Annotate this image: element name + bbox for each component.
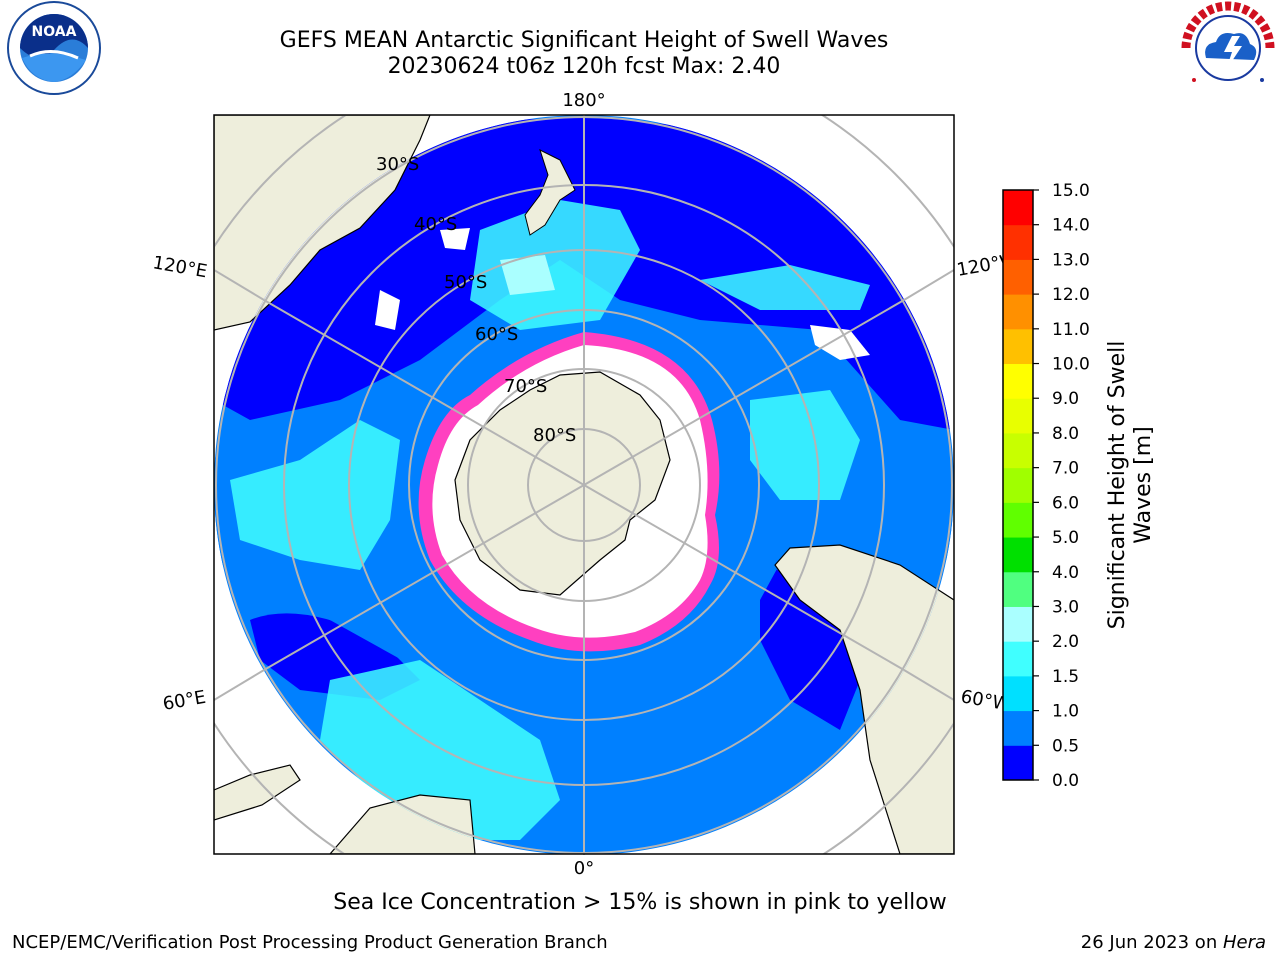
svg-text:NOAA: NOAA (32, 24, 77, 40)
lon-label-bottom: 0° (574, 858, 594, 879)
colorbar-tick-label: 6.0 (1052, 493, 1079, 513)
colorbar-tick-label: 0.5 (1052, 736, 1079, 756)
lon-label-left-lower: 60°E (161, 687, 207, 715)
colorbar-tick-label: 0.0 (1052, 771, 1079, 791)
colorbar-tick-label: 1.5 (1052, 667, 1079, 687)
colorbar: 0.0 0.5 1.0 1.5 2.0 3.0 4.0 5.0 6.0 7.0 8.0 9.0 10.0… (1002, 181, 1090, 791)
colorbar-segment (1003, 571, 1033, 607)
colorbar-segment (1003, 328, 1033, 365)
lat-label-30s: 30°S (376, 154, 419, 175)
lat-label-70s: 70°S (504, 376, 547, 397)
lon-label-top: 180° (562, 90, 605, 111)
graticule (214, 115, 954, 855)
antarctica-land (454, 371, 671, 596)
colorbar-segment (1003, 537, 1033, 573)
new-zealand-land (524, 149, 576, 236)
footer-date: 26 Jun 2023 on Hera (1081, 932, 1266, 953)
swell-lighter-north (500, 255, 555, 295)
colorbar-segment (1003, 502, 1033, 538)
colorbar-tick-label: 2.0 (1052, 632, 1079, 652)
noaa-logo: NOAA (7, 1, 101, 95)
colorbar-segment (1003, 606, 1033, 642)
colorbar-segment (1003, 363, 1033, 399)
colorbar-segment (1003, 675, 1033, 712)
colorbar-border (1002, 189, 1034, 781)
colorbar-tick-label: 14.0 (1052, 216, 1090, 236)
lat-label-50s: 50°S (444, 272, 487, 293)
colorbar-tick-label: 9.0 (1052, 389, 1079, 409)
colorbar-segment (1003, 398, 1033, 434)
colorbar-tick-label: 12.0 (1052, 285, 1090, 305)
colorbar-label-1: Significant Height of Swell (1105, 341, 1130, 630)
swell-light-east (750, 390, 860, 500)
colorbar-segment (1003, 190, 1033, 226)
swell-light-northeast (700, 265, 870, 310)
lat-label-80s: 80°S (533, 425, 576, 446)
chart-subtitle: 20230624 t06z 120h fcst Max: 2.40 (387, 54, 781, 79)
chart-title: GEFS MEAN Antarctic Significant Height o… (279, 28, 889, 53)
colorbar-segment (1003, 710, 1033, 746)
swell-light-west (230, 420, 400, 570)
colorbar-segment (1003, 641, 1033, 677)
colorbar-segment (1003, 259, 1033, 295)
lat-label-40s: 40°S (414, 214, 457, 235)
colorbar-segment (1003, 294, 1033, 330)
colorbar-tick-label: 8.0 (1052, 424, 1079, 444)
swell-light-north (470, 200, 640, 330)
colorbar-tick-label: 5.0 (1052, 528, 1079, 548)
footer-date-text: 26 Jun 2023 on (1080, 932, 1223, 953)
footer-credit: NCEP/EMC/Verification Post Processing Pr… (12, 932, 608, 953)
colorbar-label-2: Waves [m] (1131, 426, 1156, 543)
colorbar-tick-label: 11.0 (1052, 320, 1090, 340)
colorbar-tick-label: 15.0 (1052, 181, 1090, 201)
colorbar-segment (1003, 467, 1033, 503)
colorbar-segment (1003, 224, 1033, 260)
colorbar-tick-label: 13.0 (1052, 250, 1090, 270)
colorbar-tick-label: 4.0 (1052, 563, 1079, 583)
map-frame (213, 114, 955, 855)
footer-host: Hera (1222, 932, 1266, 953)
colorbar-tick-label: 7.0 (1052, 459, 1079, 479)
colorbar-segment (1003, 745, 1033, 781)
lat-label-60s: 60°S (475, 324, 518, 345)
colorbar-tick-label: 10.0 (1052, 355, 1090, 375)
lon-label-left-upper: 120°E (151, 252, 209, 282)
nws-logo (1181, 1, 1275, 94)
colorbar-tick-label: 1.0 (1052, 702, 1079, 722)
sea-ice-note: Sea Ice Concentration > 15% is shown in … (333, 890, 947, 915)
lat-labels: 30°S 40°S 50°S 60°S 70°S 80°S (376, 154, 576, 446)
africa-land (214, 764, 301, 821)
swell-deep-east (760, 560, 860, 730)
colorbar-tick-label: 3.0 (1052, 597, 1079, 617)
colorbar-segment (1003, 432, 1033, 469)
